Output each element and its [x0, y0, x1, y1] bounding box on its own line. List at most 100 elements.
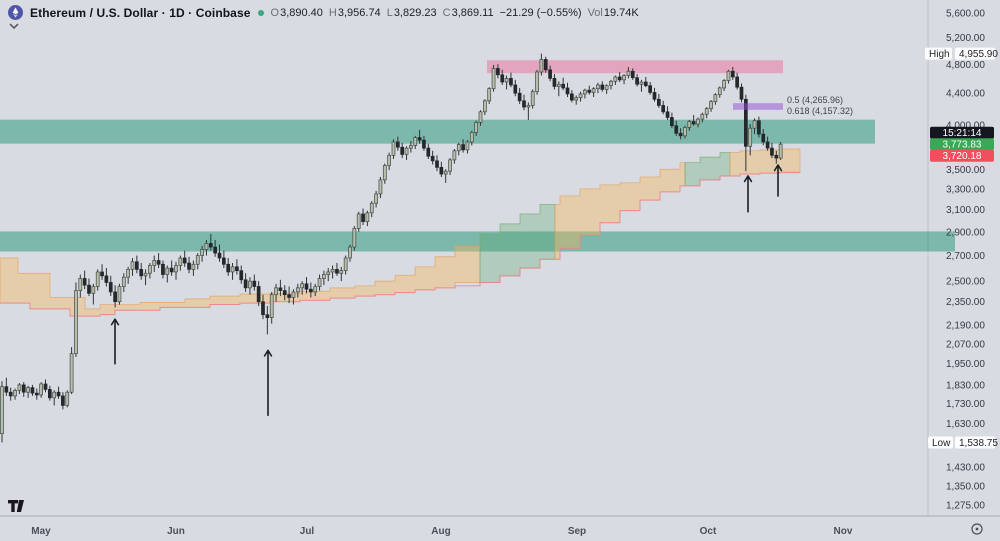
candle-down — [82, 278, 87, 286]
candle-down — [439, 167, 444, 175]
candle-up — [248, 280, 252, 289]
candle-down — [30, 387, 35, 394]
month-label: Oct — [700, 526, 717, 537]
candle-up — [378, 179, 383, 195]
candle-down — [587, 89, 592, 93]
candle-down — [361, 213, 365, 222]
up-arrow-annotation[interactable] — [743, 175, 753, 213]
candle-up — [591, 88, 596, 93]
candle-up — [78, 278, 83, 291]
fib-label-0: 0.5 (4,265.96) — [787, 95, 843, 105]
candle-up — [178, 257, 183, 266]
candle-down — [561, 83, 566, 89]
candle-up — [391, 141, 396, 156]
candle-down — [235, 266, 239, 272]
candle-up — [726, 70, 731, 81]
bar-countdown-badge-text: 15:21:14 — [943, 128, 982, 139]
low-label: L — [386, 6, 393, 19]
candle-up — [126, 269, 131, 278]
candle-up — [322, 274, 326, 279]
high-word-badge-text: High — [929, 49, 950, 60]
candle-up — [365, 212, 370, 222]
arrow-annotations[interactable] — [110, 164, 783, 417]
candle-up — [204, 243, 209, 250]
candle-up — [700, 113, 705, 120]
price-axis[interactable]: 5,600.00 5,200.00 4,800.00 4,400.00 4,000.00… — [925, 9, 998, 512]
candle-down — [169, 267, 174, 273]
candle-up — [465, 141, 470, 151]
candle-down — [139, 269, 144, 277]
candle-down — [548, 69, 552, 79]
close-label: C — [442, 6, 451, 19]
candle-down — [226, 263, 231, 273]
candle-up — [317, 278, 322, 287]
fib-label-1: 0.618 (4,157.32) — [787, 106, 853, 116]
ethereum-logo-icon — [8, 5, 23, 20]
axes — [0, 0, 1000, 517]
symbol-title[interactable]: Ethereum / U.S. Dollar · 1D · Coinbase — [30, 5, 251, 20]
candles[interactable] — [0, 53, 783, 443]
candle-up — [165, 267, 170, 275]
candle-up — [69, 353, 74, 393]
candle-down — [161, 263, 165, 275]
resistance-zone-teal-upper[interactable] — [0, 119, 875, 144]
candle-down — [635, 77, 639, 85]
supply-zone-pink[interactable] — [487, 60, 783, 74]
price-tick-label: 4,400.00 — [946, 89, 985, 100]
candle-down — [87, 284, 91, 294]
cloud-segment-tan — [729, 148, 801, 177]
candle-down — [34, 392, 39, 396]
candle-down — [100, 271, 104, 277]
candle-up — [613, 76, 618, 82]
candle-up — [578, 93, 583, 99]
high-price-badge — [955, 47, 995, 60]
candle-up — [491, 68, 496, 90]
up-arrow-annotation[interactable] — [110, 318, 120, 365]
candle-up — [382, 165, 387, 181]
month-label: Jun — [167, 526, 185, 537]
candle-down — [309, 288, 313, 293]
candle-down — [656, 98, 661, 106]
candle-up — [295, 287, 300, 293]
candle-up — [13, 389, 17, 397]
candle-up — [535, 71, 539, 93]
candle-up — [65, 391, 70, 406]
candle-down — [335, 269, 339, 274]
candle-up — [596, 84, 600, 90]
support-zone-teal-lower[interactable] — [0, 231, 955, 252]
fib-level-band[interactable] — [733, 103, 783, 110]
candle-down — [287, 294, 291, 298]
price-tick-label: 1,830.00 — [946, 380, 985, 391]
candle-down — [509, 78, 513, 86]
candle-down — [670, 117, 674, 127]
up-arrow-annotation[interactable] — [773, 164, 783, 197]
candle-up — [200, 249, 204, 256]
high-value: 3,956.74 — [337, 6, 381, 19]
candle-up — [483, 100, 487, 113]
candle-down — [304, 283, 309, 290]
price-tick-label: 1,350.00 — [946, 481, 985, 492]
candle-down — [400, 146, 405, 155]
candle-down — [135, 261, 139, 270]
candle-up — [713, 94, 718, 102]
tradingview-logo[interactable] — [8, 500, 24, 512]
scales-settings-target-icon[interactable] — [971, 523, 983, 535]
price-tick-label: 2,350.00 — [946, 297, 985, 308]
candle-up — [539, 59, 544, 73]
fib-retracement[interactable]: 0.5 (4,265.96)0.618 (4,157.32) — [733, 95, 853, 116]
candle-up — [626, 70, 631, 76]
time-axis[interactable]: May Jun Jul Aug Sep Oct Nov — [31, 526, 853, 537]
candle-up — [148, 265, 152, 274]
candle-up — [474, 122, 478, 133]
price-tick-label: 2,500.00 — [946, 277, 985, 288]
candle-down — [261, 301, 265, 316]
candle-down — [208, 243, 213, 248]
candle-down — [187, 262, 191, 270]
up-arrow-annotation[interactable] — [263, 349, 273, 417]
high-price-badge-text: 4,955.90 — [959, 49, 998, 60]
cloud-segment-green — [684, 152, 731, 187]
low-price-badge — [955, 436, 995, 449]
candle-down — [417, 137, 422, 141]
candle-down — [21, 384, 26, 393]
